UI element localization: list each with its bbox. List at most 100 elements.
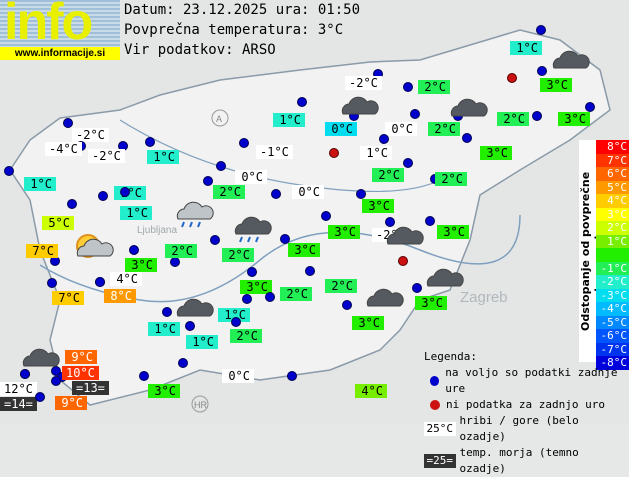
temperature-label: 7°C	[52, 291, 84, 305]
station-dot[interactable]	[63, 118, 73, 128]
cloud-icon	[446, 92, 486, 114]
scale-cell: -2°C	[596, 275, 629, 289]
temperature-label: 2°C	[280, 287, 312, 301]
scale-cell: 8°C	[596, 140, 629, 154]
station-dot[interactable]	[532, 111, 542, 121]
station-dot[interactable]	[51, 376, 61, 386]
temperature-label: 1°C	[120, 206, 152, 220]
logo[interactable]: info www.informacije.si	[0, 0, 120, 60]
station-dot[interactable]	[139, 371, 149, 381]
station-dot[interactable]	[305, 266, 315, 276]
temperature-label: 0°C	[222, 369, 254, 383]
legend-sea-sample: =25=	[424, 454, 456, 468]
station-dot[interactable]	[162, 307, 172, 317]
station-dot[interactable]	[120, 187, 130, 197]
red-dot-icon	[430, 400, 440, 410]
scale-cell: 1°C	[596, 235, 629, 249]
temperature-label: 2°C	[435, 172, 467, 186]
temperature-label: 3°C	[415, 296, 447, 310]
legend-available: na voljo so podatki zadnje ure	[445, 365, 629, 397]
station-dot[interactable]	[210, 235, 220, 245]
temperature-label: 3°C	[437, 225, 469, 239]
station-dot[interactable]	[95, 277, 105, 287]
station-dot[interactable]	[178, 358, 188, 368]
station-dot[interactable]	[287, 371, 297, 381]
cloud-rain-icon	[230, 210, 270, 232]
temperature-label: -1°C	[256, 145, 293, 159]
temperature-label: 10°C	[62, 366, 99, 380]
station-dot[interactable]	[67, 199, 77, 209]
legend-title: Legenda:	[424, 349, 629, 365]
temperature-label: 0°C	[325, 122, 357, 136]
date-line: Datum: 23.12.2025 ura: 01:50	[124, 0, 360, 20]
map-label-a: A	[216, 114, 222, 124]
station-dot[interactable]	[356, 189, 366, 199]
station-dot[interactable]	[321, 211, 331, 221]
station-dot[interactable]	[145, 137, 155, 147]
temperature-label: 9°C	[65, 350, 97, 364]
temperature-label: 4°C	[110, 272, 142, 286]
station-dot[interactable]	[98, 191, 108, 201]
temperature-label: 1°C	[360, 146, 392, 160]
sun-cloud-icon	[72, 232, 112, 254]
station-dot[interactable]	[379, 134, 389, 144]
temperature-label: 1°C	[273, 113, 305, 127]
station-dot[interactable]	[585, 102, 595, 112]
station-dot[interactable]	[247, 267, 257, 277]
station-dot[interactable]	[425, 216, 435, 226]
station-dot[interactable]	[403, 82, 413, 92]
station-dot[interactable]	[35, 392, 45, 402]
temperature-label: 3°C	[558, 112, 590, 126]
temperature-label: 3°C	[328, 225, 360, 239]
logo-text: info	[4, 0, 91, 52]
station-dot[interactable]	[4, 166, 14, 176]
temperature-label: 3°C	[362, 199, 394, 213]
temperature-label: 2°C	[372, 168, 404, 182]
station-dot[interactable]	[297, 97, 307, 107]
temperature-label: 3°C	[480, 146, 512, 160]
station-dot[interactable]	[537, 66, 547, 76]
temperature-label: 4°C	[355, 384, 387, 398]
station-dot[interactable]	[342, 300, 352, 310]
station-dot[interactable]	[129, 245, 139, 255]
station-dot[interactable]	[410, 109, 420, 119]
temperature-label: 2°C	[222, 248, 254, 262]
station-dot[interactable]	[231, 317, 241, 327]
temperature-label: -2°C	[72, 128, 109, 142]
station-dot[interactable]	[203, 176, 213, 186]
station-dot[interactable]	[462, 133, 472, 143]
temperature-label: 3°C	[148, 384, 180, 398]
station-dot[interactable]	[170, 257, 180, 267]
no-data-dot[interactable]	[329, 148, 339, 158]
temperature-label: 3°C	[125, 258, 157, 272]
average-temp-line: Povprečna temperatura: 3°C	[124, 20, 343, 40]
temperature-label: =13=	[72, 381, 109, 395]
temperature-label: 1°C	[510, 41, 542, 55]
station-dot[interactable]	[536, 25, 546, 35]
station-dot[interactable]	[239, 138, 249, 148]
cloud-icon	[382, 220, 422, 242]
legend-sea: temp. morja (temno ozadje)	[460, 445, 629, 477]
station-dot[interactable]	[216, 161, 226, 171]
station-dot[interactable]	[265, 292, 275, 302]
temperature-label: 2°C	[213, 185, 245, 199]
logo-url[interactable]: www.informacije.si	[0, 47, 120, 60]
no-data-dot[interactable]	[398, 256, 408, 266]
cloud-icon	[172, 292, 212, 314]
no-data-dot[interactable]	[507, 73, 517, 83]
station-dot[interactable]	[412, 283, 422, 293]
station-dot[interactable]	[403, 158, 413, 168]
temperature-label: 3°C	[288, 243, 320, 257]
source-line: Vir podatkov: ARSO	[124, 40, 276, 60]
temperature-label: 1°C	[186, 335, 218, 349]
map-label-zagreb: Zagreb	[460, 289, 508, 306]
station-dot[interactable]	[271, 189, 281, 199]
scale-cell: 6°C	[596, 167, 629, 181]
station-dot[interactable]	[242, 294, 252, 304]
scale-cell: -6°C	[596, 329, 629, 343]
legend-no-data: ni podatka za zadnjo uro	[446, 397, 605, 413]
station-dot[interactable]	[47, 278, 57, 288]
legend: Legenda: na voljo so podatki zadnje ure …	[424, 349, 629, 477]
cloud-icon	[362, 282, 402, 304]
